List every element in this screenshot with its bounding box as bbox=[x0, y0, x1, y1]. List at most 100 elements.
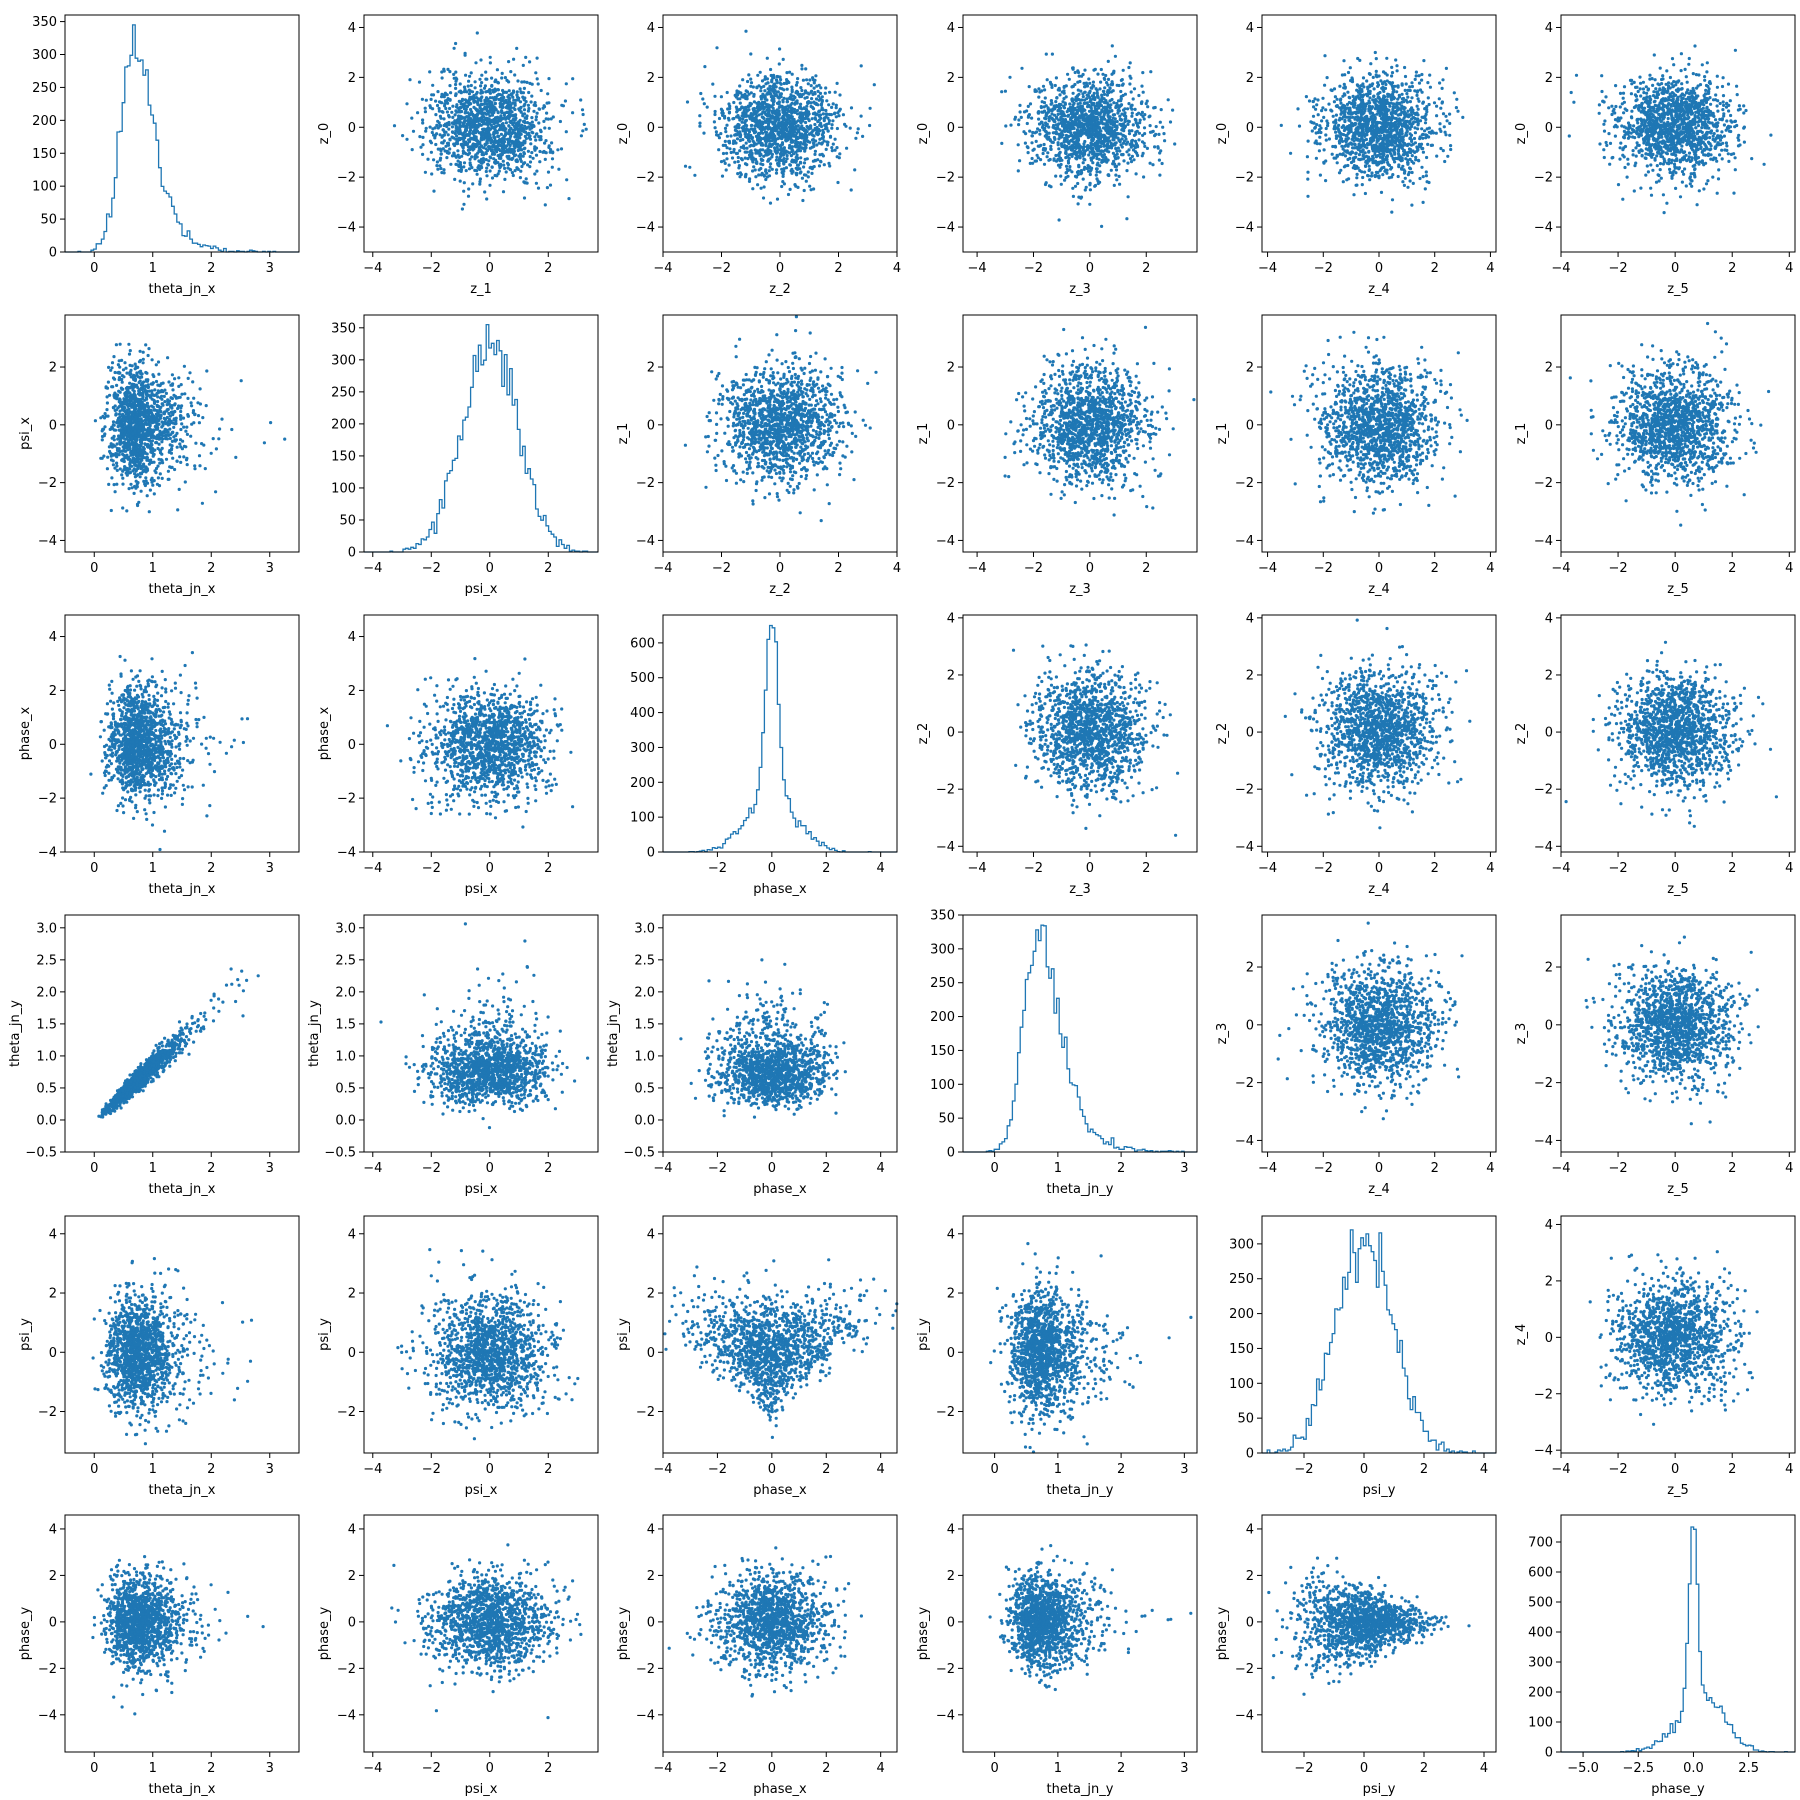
scatter-point bbox=[501, 72, 504, 75]
scatter-point bbox=[761, 93, 764, 96]
scatter-point bbox=[488, 102, 491, 105]
scatter-point bbox=[545, 112, 548, 115]
scatter-point bbox=[475, 138, 478, 141]
scatter-point bbox=[464, 52, 467, 55]
scatter-point bbox=[1072, 195, 1075, 198]
scatter-point bbox=[764, 170, 767, 173]
scatter-point bbox=[789, 103, 792, 106]
scatter-point bbox=[1088, 183, 1091, 186]
scatter-point bbox=[1107, 140, 1110, 143]
scatter-point bbox=[454, 77, 457, 80]
scatter-point bbox=[819, 92, 822, 95]
scatter-point bbox=[718, 117, 721, 120]
scatter-point bbox=[817, 95, 820, 98]
scatter-point bbox=[1162, 132, 1165, 135]
scatter-point bbox=[795, 84, 798, 87]
scatter-point bbox=[786, 104, 789, 107]
scatter-point bbox=[513, 128, 516, 131]
scatter-point bbox=[1045, 136, 1048, 139]
scatter-point bbox=[457, 116, 460, 119]
scatter-point bbox=[448, 123, 451, 126]
scatter-point bbox=[520, 111, 523, 114]
scatter-point bbox=[745, 124, 748, 127]
scatter-point bbox=[444, 123, 447, 126]
scatter-point bbox=[451, 136, 454, 139]
scatter-point bbox=[856, 131, 859, 134]
scatter-point bbox=[728, 141, 731, 144]
scatter-point bbox=[479, 106, 482, 109]
scatter-point bbox=[467, 85, 470, 88]
scatter-point bbox=[579, 98, 582, 101]
scatter-point bbox=[753, 131, 756, 134]
scatter-point bbox=[804, 67, 807, 70]
scatter-point bbox=[724, 140, 727, 143]
scatter-point bbox=[520, 91, 523, 94]
scatter-point bbox=[760, 187, 763, 190]
scatter-point bbox=[749, 104, 752, 107]
scatter-point bbox=[745, 151, 748, 154]
scatter-point bbox=[478, 142, 481, 145]
scatter-point bbox=[1095, 174, 1098, 177]
scatter-point bbox=[1149, 124, 1152, 127]
x-tick-label: 2 bbox=[544, 261, 552, 276]
scatter-point bbox=[780, 105, 783, 108]
scatter-point bbox=[728, 164, 731, 167]
scatter-point bbox=[435, 132, 438, 135]
scatter-point bbox=[523, 87, 526, 90]
scatter-point bbox=[814, 92, 817, 95]
scatter-point bbox=[543, 126, 546, 129]
scatter-point bbox=[775, 81, 778, 84]
scatter-point bbox=[836, 82, 839, 85]
scatter-point bbox=[459, 180, 462, 183]
scatter-point bbox=[473, 118, 476, 121]
scatter-point bbox=[492, 140, 495, 143]
scatter-point bbox=[725, 152, 728, 155]
scatter-point bbox=[508, 107, 511, 110]
scatter-point bbox=[798, 146, 801, 149]
scatter-point bbox=[1115, 168, 1118, 171]
scatter-point bbox=[698, 122, 701, 125]
scatter-point bbox=[1099, 130, 1102, 133]
scatter-point bbox=[805, 125, 808, 128]
scatter-point bbox=[732, 117, 735, 120]
scatter-point bbox=[530, 116, 533, 119]
scatter-point bbox=[761, 163, 764, 166]
scatter-point bbox=[1068, 78, 1071, 81]
scatter-point bbox=[828, 91, 831, 94]
scatter-point bbox=[1095, 170, 1098, 173]
scatter-point bbox=[812, 107, 815, 110]
scatter-point bbox=[1087, 77, 1090, 80]
y-tick-label: 2 bbox=[348, 71, 356, 86]
scatter-point bbox=[729, 134, 732, 137]
scatter-point bbox=[446, 110, 449, 113]
scatter-point bbox=[1113, 184, 1116, 187]
y-tick-label: 0 bbox=[49, 246, 57, 261]
scatter-point bbox=[545, 117, 548, 120]
scatter-point bbox=[488, 184, 491, 187]
scatter-point bbox=[1121, 128, 1124, 131]
scatter-point bbox=[464, 74, 467, 77]
scatter-point bbox=[823, 163, 826, 166]
scatter-point bbox=[522, 155, 525, 158]
scatter-point bbox=[523, 112, 526, 115]
scatter-point bbox=[462, 122, 465, 125]
scatter-point bbox=[439, 117, 442, 120]
scatter-point bbox=[1055, 116, 1058, 119]
scatter-point bbox=[481, 103, 484, 106]
scatter-point bbox=[796, 157, 799, 160]
scatter-point bbox=[751, 160, 754, 163]
scatter-point bbox=[761, 110, 764, 113]
scatter-point bbox=[548, 127, 551, 130]
scatter-point bbox=[792, 140, 795, 143]
scatter-point bbox=[1122, 82, 1125, 85]
scatter-point bbox=[517, 120, 520, 123]
scatter-point bbox=[842, 113, 845, 116]
scatter-point bbox=[401, 134, 404, 137]
scatter-point bbox=[513, 108, 516, 111]
scatter-point bbox=[489, 155, 492, 158]
scatter-point bbox=[491, 126, 494, 129]
scatter-point bbox=[755, 135, 758, 138]
scatter-point bbox=[467, 123, 470, 126]
scatter-point bbox=[748, 177, 751, 180]
scatter-point bbox=[488, 121, 491, 124]
